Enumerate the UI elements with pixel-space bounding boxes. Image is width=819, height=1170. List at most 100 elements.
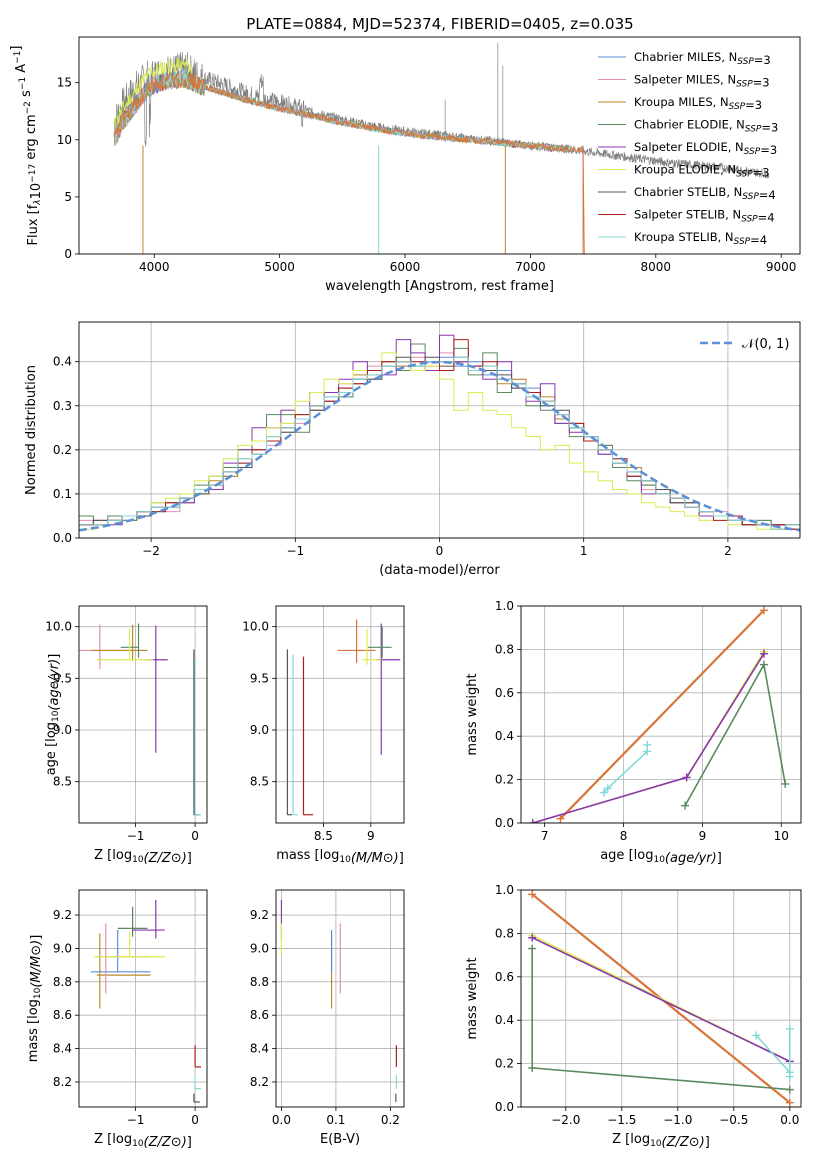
x-tick-label: −1 xyxy=(286,544,304,558)
label-part: log xyxy=(112,848,132,863)
label-part: λ xyxy=(33,199,43,205)
label-part: Z [ xyxy=(612,1132,630,1147)
ebv-vs-mass-panel: 0.0 0.1 0.2 8.2 8.4 8.6 8.8 9.0 9.2 E(B-V) xyxy=(250,889,405,1147)
label-part: s xyxy=(19,90,34,101)
label-part: Z [ xyxy=(94,1132,112,1147)
label-part: ] xyxy=(47,654,62,659)
mass-vs-age-panel: 8.5 9 8.5 9.0 9.5 10.0 mass [log10(M/M⊙)] xyxy=(242,605,405,866)
x-tick-label: 0.1 xyxy=(326,1113,345,1127)
label-part: SSP xyxy=(742,192,759,202)
y-tick-label: 9.0 xyxy=(250,941,269,955)
label-part: (M/M⊙) xyxy=(351,851,399,866)
label-part: Chabrier MILES, N xyxy=(634,50,737,64)
legend-entry: Chabrier ELODIE, NSSP=3 xyxy=(634,118,778,135)
label-part: mass [ xyxy=(26,1019,41,1062)
y-tick-label: 9.2 xyxy=(250,908,269,922)
label-part: =4 xyxy=(750,233,767,247)
label-part: Z [ xyxy=(94,848,112,863)
y-axis-label: mass weight xyxy=(465,673,480,755)
residuals-panel: −2 −1 0 1 2 0.0 0.1 0.2 0.3 0.4 (data-model)/error… xyxy=(24,321,801,578)
label-part: SSP xyxy=(736,80,753,90)
x-tick-label: 1 xyxy=(580,544,588,558)
label-part: ] xyxy=(187,851,192,866)
x-axis-label: Z [log10(Z/Z⊙)] xyxy=(94,1132,192,1150)
label-part: SSP xyxy=(734,237,751,247)
y-axis-label: age [log10(age/yr)] xyxy=(44,654,62,776)
x-tick-label: 0 xyxy=(436,544,444,558)
x-axis-label: Z [log10(Z/Z⊙)] xyxy=(94,848,192,866)
x-tick-label: 8 xyxy=(620,829,628,843)
label-part: Kroupa MILES, N xyxy=(634,95,729,109)
label-part: =4 xyxy=(758,211,775,225)
x-tick-label: −2 xyxy=(142,544,160,558)
label-part: mass weight xyxy=(465,673,480,755)
errorbars xyxy=(90,900,202,1103)
y-tick-label: 15 xyxy=(57,76,72,90)
y-tick-label: 0.0 xyxy=(53,531,72,545)
legend-entry: Kroupa ELODIE, NSSP=3 xyxy=(634,163,770,180)
label-part: SSP xyxy=(736,170,753,180)
x-axis-label: wavelength [Angstrom, rest frame] xyxy=(325,279,554,294)
errorbar-point xyxy=(292,654,298,816)
x-tick-label: 5000 xyxy=(264,260,295,274)
errorbars xyxy=(280,900,397,1102)
errorbar-point xyxy=(362,628,382,665)
label-part: Chabrier ELODIE, N xyxy=(634,118,745,132)
z-vs-mass-panel: −1 08.28.48.68.89.09.2Z [log10(Z/Z⊙)]mass… xyxy=(26,889,208,1150)
weight-line xyxy=(532,653,765,823)
y-tick-label: 0.2 xyxy=(495,773,514,787)
label-part: log xyxy=(26,999,41,1019)
y-tick-label: 8.8 xyxy=(53,975,72,989)
y-tick-label: 9.0 xyxy=(250,723,269,737)
histogram-series xyxy=(79,356,800,538)
y-tick-label: 8.4 xyxy=(250,1042,269,1056)
label-part: (age/yr) xyxy=(665,851,717,866)
y-tick-label: 8.6 xyxy=(53,1008,72,1022)
axes-frame xyxy=(78,889,208,1108)
x-tick-label: 7000 xyxy=(515,260,546,274)
normal-curve xyxy=(79,360,800,532)
y-tick-label: 10.0 xyxy=(45,620,72,634)
y-tick-label: 1.0 xyxy=(495,599,514,613)
errorbars xyxy=(286,619,401,816)
weight-lines xyxy=(528,890,794,1107)
y-tick-label: 0.8 xyxy=(495,642,514,656)
x-tick-label: 8000 xyxy=(641,260,672,274)
label-part: log xyxy=(44,722,59,742)
label-part: Kroupa STELIB, N xyxy=(634,230,734,244)
label-part: −17 xyxy=(28,164,38,183)
label-part: log xyxy=(320,848,340,863)
label-part: Flux [f xyxy=(26,204,41,245)
model-spectrum-line xyxy=(113,71,585,254)
y-tick-label: 8.8 xyxy=(250,975,269,989)
y-tick-label: 0.4 xyxy=(53,355,72,369)
weight-line xyxy=(559,609,765,820)
axes-frame xyxy=(78,36,801,255)
errorbar-point xyxy=(194,1075,202,1090)
label-subscript: 10 xyxy=(51,710,61,722)
x-axis-label: (data-model)/error xyxy=(379,563,500,578)
spectrum-panel: 4000 5000 6000 7000 8000 9000 0 5 10 15 wavelength… xyxy=(9,36,801,294)
y-tick-label: 8.5 xyxy=(250,775,269,789)
label-part: (data-model)/error xyxy=(379,563,500,578)
legend-entry: Salpeter STELIB, NSSP=4 xyxy=(634,208,775,225)
y-tick-label: 9.5 xyxy=(53,671,72,685)
x-tick-label: −0.5 xyxy=(719,1113,748,1127)
y-axis-label: Normed distribution xyxy=(24,365,39,495)
label-part: Salpeter MILES, N xyxy=(634,73,736,87)
label-part: ] xyxy=(717,851,722,866)
label-part: ] xyxy=(29,935,44,940)
plots-layer: 4000 5000 6000 7000 8000 9000051015wavelength… xyxy=(9,36,802,1150)
z-vs-age-panel: −1 08.59.09.510.0Z [log10(Z/Z⊙)]age [log1… xyxy=(44,605,208,866)
y-tick-label: 0.4 xyxy=(495,1013,514,1027)
y-tick-label: 8.6 xyxy=(250,1008,269,1022)
weight-line xyxy=(531,948,790,1091)
x-tick-label: 10 xyxy=(774,829,789,843)
z-vs-weight-panel: −2.0 −1.5 −1.0 −0.5 0.0 0.0 0.2 0.4 0.6 0.8 1.0 Z [… xyxy=(465,883,802,1150)
y-tick-label: 5 xyxy=(64,190,72,204)
errorbar-point xyxy=(193,1093,200,1103)
x-tick-label: 7 xyxy=(541,829,549,843)
label-part: Chabrier STELIB, N xyxy=(634,185,742,199)
errorbar-point xyxy=(302,656,313,816)
label-part: SSP xyxy=(744,147,761,157)
